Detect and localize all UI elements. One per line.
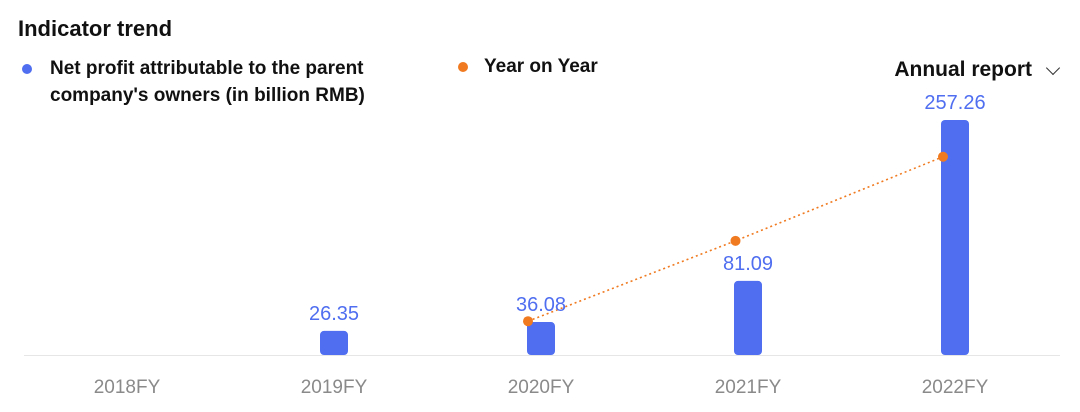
legend-bar-label: Net profit attributable to the parent co… (50, 58, 365, 106)
year-on-year-point[interactable] (730, 235, 741, 246)
legend-line-marker (458, 62, 468, 72)
x-tick-label: 2019FY (301, 377, 368, 398)
bar-2022FY[interactable] (941, 120, 969, 355)
period-select-dropdown[interactable]: Annual report (894, 58, 1061, 82)
data-label-2019FY: 26.35 (309, 303, 359, 325)
bar-2019FY[interactable] (320, 330, 348, 355)
year-on-year-line (527, 156, 944, 322)
x-tick-label: 2022FY (922, 377, 989, 398)
x-tick-label: 2018FY (94, 377, 161, 398)
chart-title: Indicator trend (18, 16, 173, 41)
x-tick-label: 2020FY (508, 377, 575, 398)
period-select-label: Annual report (894, 58, 1032, 81)
x-tick-label: 2021FY (715, 377, 782, 398)
data-label-2022FY: 257.26 (924, 92, 985, 114)
legend-item-net-profit[interactable]: Net profit attributable to the parent co… (22, 55, 442, 109)
year-on-year-point[interactable] (938, 151, 948, 162)
legend-item-year-on-year[interactable]: Year on Year (458, 53, 598, 80)
data-label-2020FY: 36.08 (516, 294, 566, 316)
legend-bar-marker (22, 64, 32, 74)
data-label-2021FY: 81.09 (723, 253, 773, 275)
bar-2020FY[interactable] (527, 322, 555, 355)
bar-2021FY[interactable] (734, 280, 762, 355)
year-on-year-point[interactable] (523, 316, 533, 327)
legend-line-label: Year on Year (484, 56, 598, 77)
